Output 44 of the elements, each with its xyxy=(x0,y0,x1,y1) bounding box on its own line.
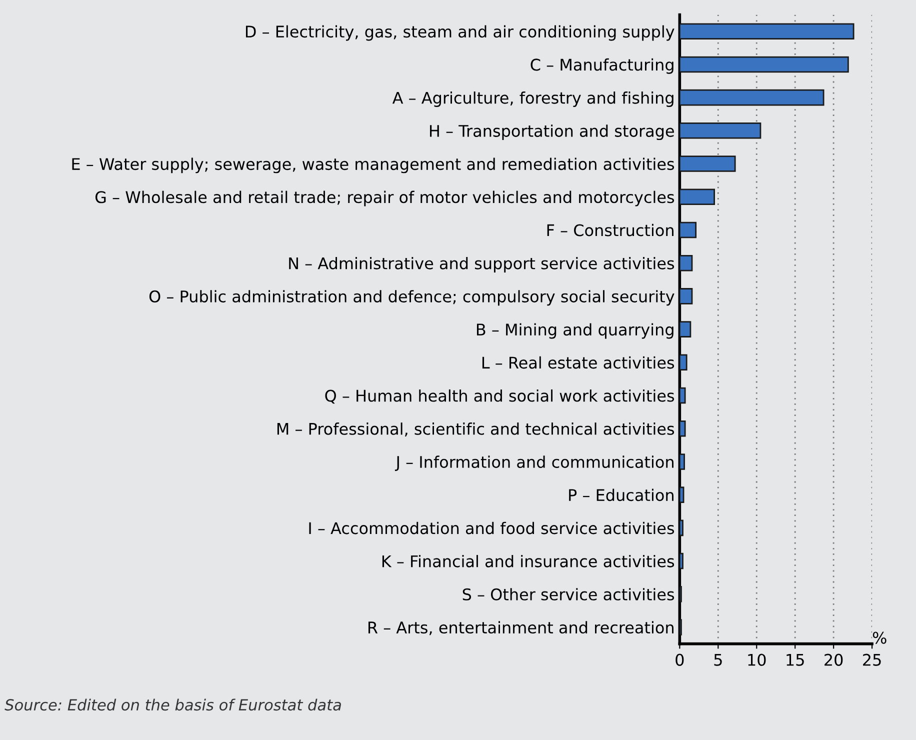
y-tick-label: L – Real estate activities xyxy=(482,356,674,369)
bar xyxy=(680,23,854,40)
bar xyxy=(680,454,685,470)
bar xyxy=(680,354,688,371)
x-tick-label: 0 xyxy=(676,654,684,666)
bar xyxy=(680,56,849,73)
bar xyxy=(680,321,692,338)
y-tick-label: M – Professional, scientific and technical activities xyxy=(277,422,674,437)
bar xyxy=(680,188,715,206)
y-tick-label: P – Education xyxy=(569,488,674,502)
y-tick-label: Q – Human health and social work activities xyxy=(325,389,674,404)
x-tick-label: 25 xyxy=(863,654,881,666)
x-tick-label: 15 xyxy=(786,654,804,666)
y-tick-label: J – Information and communication xyxy=(394,456,674,471)
x-tick-label: 5 xyxy=(714,654,722,666)
x-axis-title: % xyxy=(872,632,886,644)
bar xyxy=(680,122,762,139)
y-tick-label: G – Wholesale and retail trade; repair of motor vehicles and motorcycles xyxy=(95,190,674,206)
y-tick-label: H – Transportation and storage xyxy=(430,124,674,140)
bar xyxy=(680,520,684,536)
y-tick-label: N – Administrative and support service activities xyxy=(289,257,674,272)
y-tick-label: B – Mining and quarrying xyxy=(476,323,674,339)
bar xyxy=(680,222,697,238)
bar xyxy=(680,420,686,437)
bar xyxy=(680,486,684,503)
y-tick-label: I – Accommodation and food service activities xyxy=(309,522,674,534)
y-tick-label: S – Other service activities xyxy=(462,588,674,600)
y-tick-label: C – Manufacturing xyxy=(530,58,674,74)
source-note: Source: Edited on the basis of Eurostat data xyxy=(4,698,341,711)
bar xyxy=(680,156,736,172)
y-tick-label: A – Agriculture, forestry and fishing xyxy=(392,91,674,107)
bar xyxy=(680,552,684,570)
y-tick-label: F – Construction xyxy=(547,224,674,236)
bar xyxy=(680,254,693,272)
y-tick-label: D – Electricity, gas, steam and air conditioning supply xyxy=(246,25,674,41)
bar xyxy=(680,387,686,404)
x-tick-label: 10 xyxy=(748,654,766,666)
bar xyxy=(680,288,693,304)
y-tick-label: R – Arts, entertainment and recreation xyxy=(368,621,674,636)
y-tick-label: O – Public administration and defence; compulsory social security xyxy=(149,290,674,306)
y-tick-label: K – Financial and insurance activities xyxy=(382,554,674,568)
y-tick-label: E – Water supply; sewerage, waste management and remediation activities xyxy=(72,158,674,174)
x-tick-label: 20 xyxy=(824,654,843,666)
bar xyxy=(680,89,824,106)
